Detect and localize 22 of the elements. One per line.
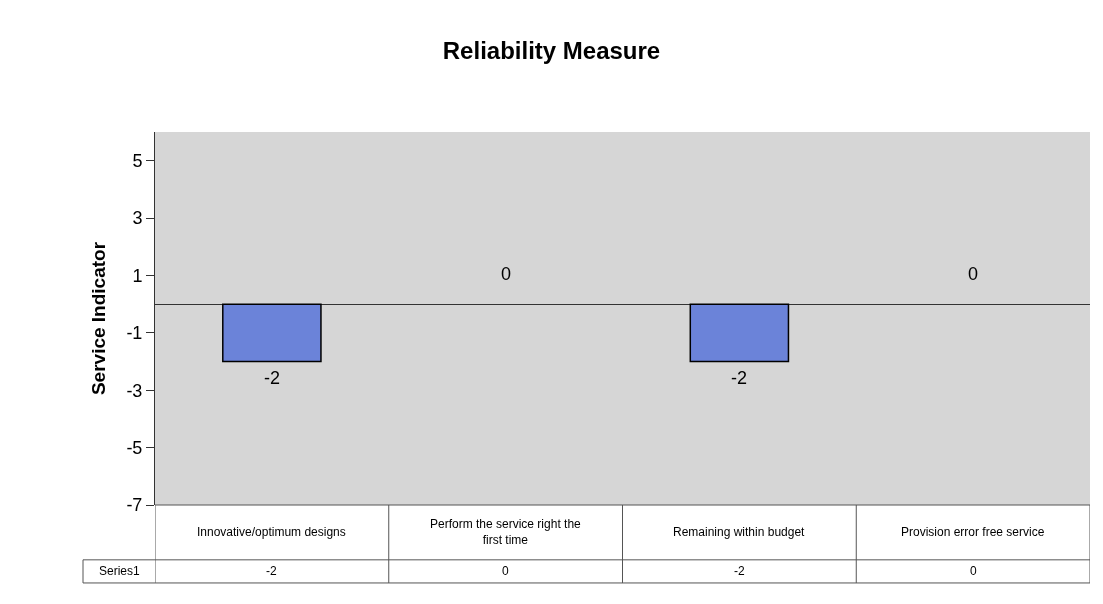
y-tick-label: 1 xyxy=(132,265,143,286)
x-tick-label: Innovative/optimum designs xyxy=(197,525,346,539)
y-tick-label: -3 xyxy=(126,380,143,401)
y-tick-label: 3 xyxy=(132,208,143,229)
y-tick-label: -7 xyxy=(126,495,143,516)
y-axis-title: Service Indicator xyxy=(88,241,110,396)
x-tick-label: Remaining within budget xyxy=(673,525,806,539)
text: -2 xyxy=(731,368,748,388)
y-tick-label: -5 xyxy=(126,437,143,458)
x-tick-label: Perform the service right the first time xyxy=(430,517,582,547)
data-label: 0 xyxy=(970,564,977,578)
text: -2 xyxy=(264,368,281,388)
text: 0 xyxy=(501,264,512,284)
y-tick-label: 5 xyxy=(132,150,143,171)
data-label: 0 xyxy=(502,564,509,578)
y-tick-label: -1 xyxy=(126,323,143,344)
chart-title: Reliability Measure xyxy=(442,37,661,65)
data-label: -2 xyxy=(266,564,277,578)
text: Series1 xyxy=(99,564,141,578)
x-tick-label: Provision error free service xyxy=(901,525,1045,539)
text: 0 xyxy=(968,264,979,284)
data-label: -2 xyxy=(734,564,745,578)
